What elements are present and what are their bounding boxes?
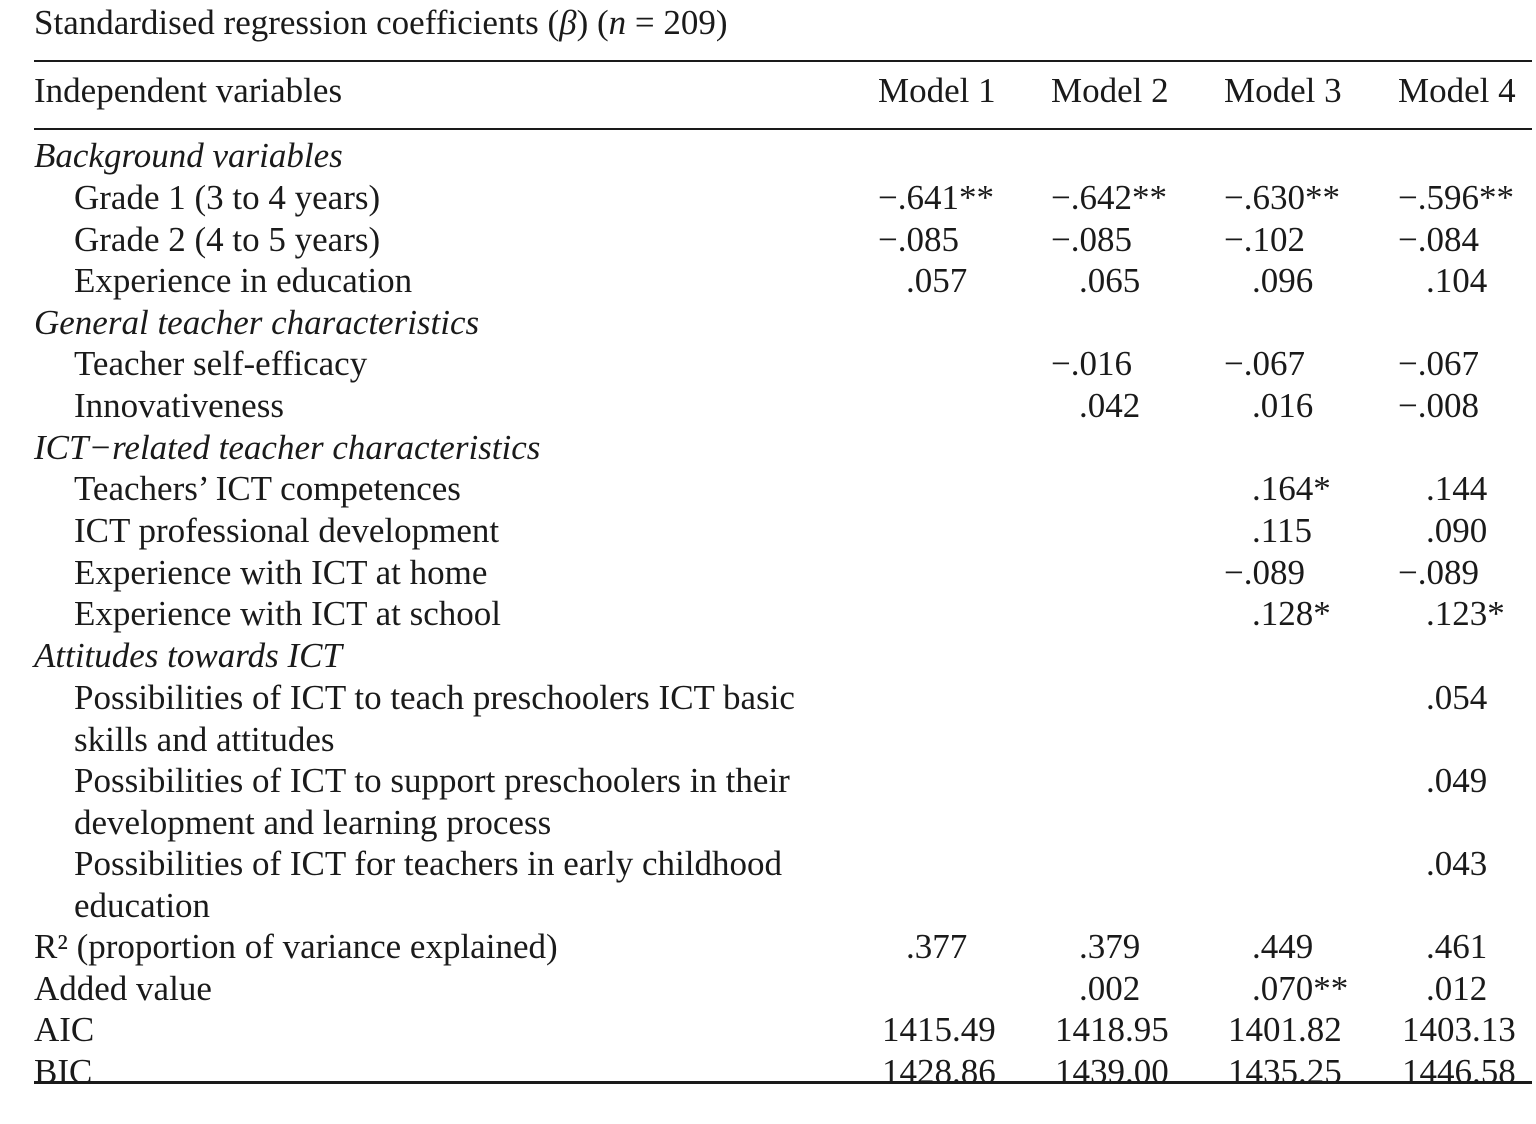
section-label: Background variables [34,136,343,175]
cell-model-3: −.102 [1224,220,1305,259]
cell-model-3: 1401.82 [1228,1010,1342,1049]
cell-model-4: −.008 [1398,386,1479,425]
cell-model-2: .042 [1079,386,1141,425]
header-model-1: Model 1 [878,71,996,110]
cell-model-2: .379 [1079,927,1141,966]
cell-model-4: .054 [1426,678,1488,717]
caption-beta: β [559,3,577,42]
row-label: R² (proportion of variance explained) [34,927,558,966]
caption-suffix: = 209) [626,3,728,42]
caption-prefix: Standardised regression coefficients ( [34,3,560,42]
header-model-3: Model 3 [1224,71,1342,110]
row-label: Possibilities of ICT to support preschoo… [74,761,790,842]
row-label: Added value [34,969,212,1008]
cell-model-3: .164* [1252,469,1331,508]
bottom-rule [34,1081,1532,1084]
cell-model-4: .123* [1426,594,1505,633]
cell-model-3: .115 [1252,511,1312,550]
cell-model-4: .090 [1426,511,1488,550]
cell-model-1: .377 [906,927,968,966]
top-rule [34,60,1532,62]
cell-model-4: 1446.58 [1402,1052,1516,1091]
cell-model-2: −.642** [1051,178,1167,217]
section-label: ICT−related teacher characteristics [34,428,541,467]
row-label: Experience with ICT at home [74,553,488,592]
cell-model-4: .043 [1426,844,1488,883]
header-model-2: Model 2 [1051,71,1169,110]
cell-model-4: 1403.13 [1402,1010,1516,1049]
row-label: Possibilities of ICT to teach preschoole… [74,678,795,759]
cell-model-3: −.630** [1224,178,1340,217]
header-model-4: Model 4 [1398,71,1516,110]
cell-model-3: 1435.25 [1228,1052,1342,1091]
cell-model-4: .461 [1426,927,1488,966]
cell-model-3: −.067 [1224,344,1305,383]
cell-model-2: .002 [1079,969,1141,1008]
header-rule [34,128,1532,130]
cell-model-4: .049 [1426,761,1488,800]
row-label: Possibilities of ICT for teachers in ear… [74,844,782,925]
row-label: Teacher self-efficacy [74,344,368,383]
cell-model-3: .128* [1252,594,1331,633]
row-label: Grade 2 (4 to 5 years) [74,220,381,259]
cell-model-4: −.084 [1398,220,1479,259]
section-label: Attitudes towards ICT [34,636,342,675]
cell-model-2: .065 [1079,261,1141,300]
cell-model-1: −.641** [878,178,994,217]
cell-model-3: .070** [1252,969,1349,1008]
cell-model-4: −.067 [1398,344,1479,383]
cell-model-1: 1415.49 [882,1010,996,1049]
cell-model-4: −.596** [1398,178,1514,217]
row-label: Experience in education [74,261,413,300]
row-label: Grade 1 (3 to 4 years) [74,178,381,217]
header-variables: Independent variables [34,71,343,110]
cell-model-4: .104 [1426,261,1488,300]
cell-model-1: −.085 [878,220,959,259]
cell-model-3: .096 [1252,261,1314,300]
cell-model-2: 1418.95 [1055,1010,1169,1049]
cell-model-3: .016 [1252,386,1314,425]
cell-model-3: −.089 [1224,553,1305,592]
cell-model-4: .012 [1426,969,1488,1008]
cell-model-4: −.089 [1398,553,1479,592]
caption-n: n [608,3,627,42]
cell-model-1: .057 [906,261,968,300]
cell-model-2: 1439.00 [1055,1052,1169,1091]
cell-model-2: −.016 [1051,344,1132,383]
cell-model-3: .449 [1252,927,1314,966]
table-caption: Standardised regression coefficients (β)… [34,2,728,44]
row-label: Innovativeness [74,386,284,425]
row-label: AIC [34,1010,95,1049]
cell-model-2: −.085 [1051,220,1132,259]
row-label: ICT professional development [74,511,500,550]
row-label: BIC [34,1052,93,1091]
row-label: Teachers’ ICT competences [74,469,461,508]
row-label: Experience with ICT at school [74,594,502,633]
section-label: General teacher characteristics [34,303,480,342]
cell-model-1: 1428.86 [882,1052,996,1091]
cell-model-4: .144 [1426,469,1488,508]
caption-mid: ) ( [576,3,609,42]
